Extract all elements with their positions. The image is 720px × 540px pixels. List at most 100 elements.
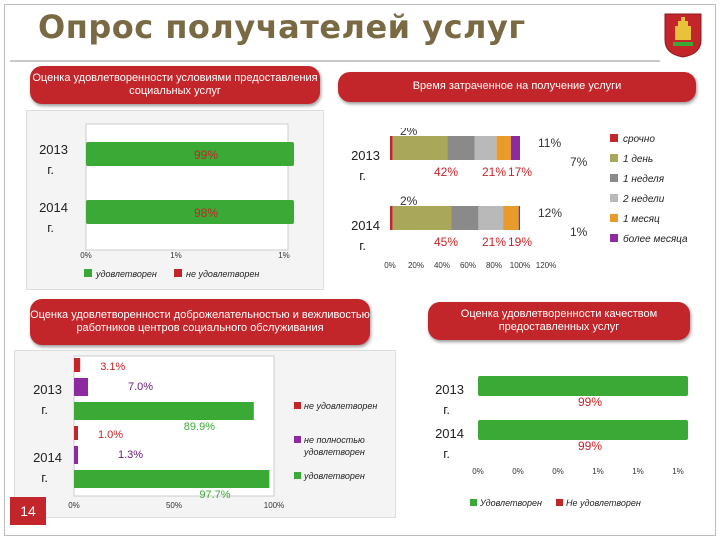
conditions-chart: 2013 г. 99% 2014 г. 98% 0% 1% 1% удовлетворен не у… [39, 123, 294, 279]
x-tick-label: 0% [68, 501, 80, 510]
legend-label: не удовлетворен [186, 269, 259, 279]
legend-swatch [470, 499, 477, 506]
x-tick-label: 50% [166, 501, 182, 510]
x-tick-label: 100% [264, 501, 284, 510]
legend-label: Удовлетворен [479, 498, 542, 508]
page-number: 14 [10, 497, 46, 525]
seg-label-1month-1: 12% [538, 206, 562, 220]
segment-1-день-1 [392, 206, 452, 230]
seg-label-1week-0: 21% [482, 165, 506, 179]
legend-label: более месяца [623, 233, 688, 245]
x-tick-label: 1% [278, 251, 290, 260]
bar-не-удовлетворен-1 [74, 426, 78, 440]
x-tick-label: 60% [460, 261, 476, 270]
category-label-1: 2014 г. [351, 218, 380, 253]
segment-1-месяц-0 [496, 136, 511, 160]
x-tick-label: 0% [512, 467, 524, 476]
seg-label-1day-1: 45% [434, 235, 458, 249]
seg-label-1month-0: 11% [538, 136, 561, 150]
category-label-1: 2014 г. [33, 450, 62, 485]
category-label-1: 2014 г. [39, 200, 68, 235]
seg-label-1day-0: 42% [434, 165, 458, 179]
segment-более-месяца-1 [518, 206, 520, 230]
bar-satisfied-1 [86, 200, 294, 224]
seg-label-over-month-0: 7% [570, 155, 588, 169]
category-label-0: 2013 г. [33, 382, 62, 417]
x-tick-label: 0% [552, 467, 564, 476]
bar-label-0: 99% [578, 395, 602, 409]
legend-label: не удовлетворен [304, 401, 377, 411]
seg-label-2weeks-0: 17% [508, 165, 532, 179]
legend-label: удовлетворен [303, 471, 365, 481]
legend-swatch [610, 194, 618, 202]
bar-satisfied-0 [86, 142, 294, 166]
bar-label-1-1: 1.3% [118, 449, 143, 461]
legend-label: удовлетворен [95, 269, 157, 279]
segment-срочно-0 [390, 136, 393, 160]
segment-1-неделя-1 [451, 206, 479, 230]
legend-swatch [610, 214, 618, 222]
bar-label-0: 99% [194, 148, 218, 162]
x-tick-label: 1% [632, 467, 644, 476]
bar-label-0-1: 1.0% [98, 429, 123, 441]
bar-label-1: 98% [194, 206, 218, 220]
time-panel-header: Время затраченное на получение услуги [338, 72, 696, 102]
x-tick-label: 1% [672, 467, 684, 476]
bar-удовлетворен-0 [74, 402, 254, 420]
legend-label-cont: удовлетворен [303, 447, 365, 457]
category-label-0: 2013 г. [435, 382, 464, 417]
x-tick-label: 0% [384, 261, 396, 270]
legend-swatch [174, 269, 182, 277]
bar-label-1: 99% [578, 439, 602, 453]
x-tick-label: 1% [170, 251, 182, 260]
bar-удовлетворен-1 [74, 470, 270, 488]
bar-label-1-0: 7.0% [128, 381, 153, 393]
coat-of-arms-icon [664, 13, 702, 58]
x-tick-label: 20% [408, 261, 424, 270]
seg-label-urgent-1: 2% [400, 194, 418, 208]
quality-panel-header: Оценка удовлетворенности качеством предо… [428, 302, 690, 340]
quality-chart: 2013 г. 99% 2014 г. 99% 0% 0% 0% 1% 1% 1% Удовлетвор… [435, 376, 688, 508]
segment-более-месяца-0 [510, 136, 520, 160]
x-tick-label: 40% [434, 261, 450, 270]
x-tick-label: 0% [472, 467, 484, 476]
slide-frame [4, 4, 716, 536]
category-label-0: 2013 г. [351, 148, 380, 183]
segment-2-недели-0 [474, 136, 497, 160]
segment-1-месяц-1 [503, 206, 519, 230]
category-label-1: 2014 г. [435, 426, 464, 461]
seg-label-over-month-1: 1% [570, 225, 588, 239]
legend-swatch [610, 154, 618, 162]
x-tick-label: 1% [592, 467, 604, 476]
slide-title: Опрос получателей услуг [38, 8, 526, 46]
legend-label: не полностью [304, 435, 365, 445]
category-label-0: 2013 г. [39, 142, 68, 177]
legend-swatch [556, 499, 563, 506]
bar-label-0-0: 3.1% [100, 361, 125, 373]
bar-не-полностью-удовлетворен-0 [74, 378, 88, 396]
x-tick-label: 100% [510, 261, 530, 270]
bar-satisfied-1 [478, 420, 688, 440]
seg-label-urgent-0: 2% [400, 128, 418, 138]
legend-swatch [84, 269, 92, 277]
seg-label-2weeks-1: 19% [508, 235, 532, 249]
legend-label: 2 недели [622, 194, 665, 205]
legend-label: 1 месяц [623, 214, 660, 225]
politeness-chart: 2013 г. 3.1%7.0% 89.9% 2014 г. 1.0% 1.3% 97.7% 0%… [33, 355, 377, 510]
seg-label-1week-1: 21% [482, 235, 506, 249]
legend-swatch [610, 174, 618, 182]
conditions-panel-header: Оценка удовлетворенности условиями предо… [30, 66, 320, 104]
segment-1-день-0 [392, 136, 448, 160]
legend-swatch [294, 402, 301, 409]
time-chart: 2013 г.2%42% 21% 17%11%7%2014 г.2%45% 21% 19%1… [351, 128, 688, 270]
legend-label: Не удовлетворен [566, 498, 641, 508]
x-tick-label: 80% [486, 261, 502, 270]
bar-label-2-1: 97.7% [199, 489, 230, 501]
legend-swatch [294, 472, 301, 479]
bar-satisfied-0 [478, 376, 688, 396]
x-tick-label: 120% [536, 261, 556, 270]
title-underline [10, 60, 660, 62]
bar-не-удовлетворен-0 [74, 358, 81, 372]
legend-label: 1 день [623, 154, 653, 165]
legend-swatch [610, 234, 618, 242]
